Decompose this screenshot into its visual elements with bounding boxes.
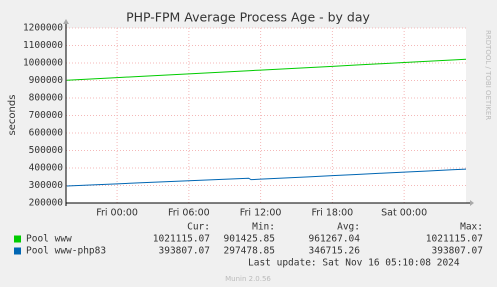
legend-stat: 901425.85 bbox=[224, 234, 275, 245]
y-tick-label: 400000 bbox=[29, 163, 64, 174]
legend-stat: 1021115.07 bbox=[426, 234, 483, 245]
legend-header: Max: bbox=[460, 222, 483, 233]
side-text: RRDTOOL / TOBI OETIKER bbox=[484, 30, 492, 120]
legend-stat: 346715.26 bbox=[309, 246, 361, 257]
last-update: Last update: Sat Nov 16 05:10:08 2024 bbox=[248, 258, 460, 269]
y-arrow bbox=[63, 19, 69, 24]
chart-title: PHP-FPM Average Process Age - by day bbox=[126, 10, 370, 25]
y-tick-label: 500000 bbox=[29, 145, 64, 156]
x-tick-label: Fri 06:00 bbox=[168, 208, 210, 219]
legend-swatch bbox=[14, 247, 21, 255]
y-tick-label: 600000 bbox=[29, 128, 64, 139]
legend-header: Avg: bbox=[337, 222, 360, 233]
legend-label: Pool www bbox=[26, 234, 72, 245]
y-tick-label: 900000 bbox=[29, 75, 64, 86]
series-line bbox=[66, 168, 467, 187]
y-tick-label: 1200000 bbox=[23, 23, 63, 34]
series-line bbox=[66, 58, 467, 81]
legend-swatch bbox=[14, 235, 21, 243]
legend-stat: 393807.07 bbox=[432, 246, 483, 257]
y-tick-label: 700000 bbox=[29, 110, 64, 121]
y-tick-label: 800000 bbox=[29, 93, 64, 104]
legend-label: Pool www-php83 bbox=[26, 246, 106, 257]
legend-stat: 393807.07 bbox=[159, 246, 210, 257]
x-tick-label: Fri 12:00 bbox=[240, 208, 282, 219]
x-tick-label: Fri 00:00 bbox=[96, 208, 138, 219]
y-axis-label: seconds bbox=[7, 95, 18, 136]
x-arrow bbox=[470, 200, 474, 206]
y-tick-label: 300000 bbox=[29, 180, 64, 191]
legend-stat: 961267.04 bbox=[309, 234, 361, 245]
legend-header: Cur: bbox=[187, 222, 210, 233]
grid bbox=[66, 27, 466, 204]
legend-header: Min: bbox=[252, 222, 275, 233]
y-tick-label: 200000 bbox=[29, 198, 64, 209]
y-tick-label: 1000000 bbox=[23, 58, 63, 69]
footer: Munin 2.0.56 bbox=[225, 275, 271, 283]
y-tick-label: 1100000 bbox=[23, 40, 63, 51]
x-tick-label: Fri 18:00 bbox=[312, 208, 354, 219]
x-tick-label: Sat 00:00 bbox=[381, 208, 427, 219]
legend-stat: 1021115.07 bbox=[153, 234, 210, 245]
legend-stat: 297478.85 bbox=[224, 246, 275, 257]
lines bbox=[66, 58, 467, 187]
